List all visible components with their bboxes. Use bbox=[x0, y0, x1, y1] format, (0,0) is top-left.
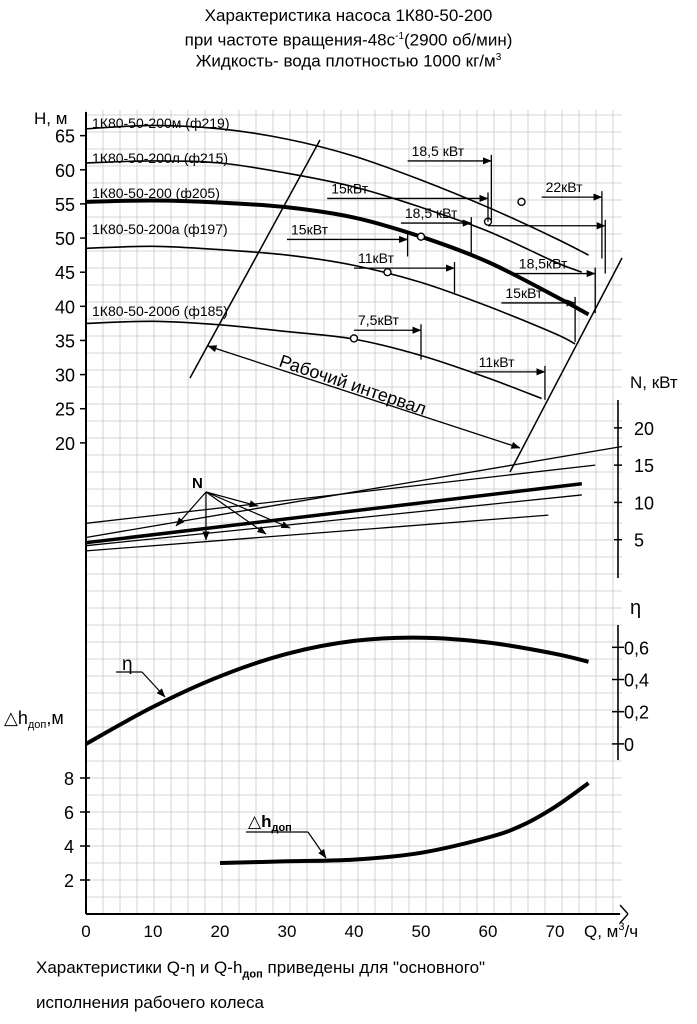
subtitle-speed-rpm: (2900 об/мин) bbox=[404, 30, 513, 50]
head-tick-label: 40 bbox=[55, 297, 75, 317]
head-curve-label: 1К80-50-200 (ф205) bbox=[92, 185, 220, 201]
q-tick-label: 10 bbox=[144, 922, 163, 941]
footnote-line-1: Характеристики Q-η и Q-hдоп приведены дл… bbox=[36, 958, 485, 984]
power-limit-label: 15кВт bbox=[505, 285, 543, 301]
q-tick-label: 40 bbox=[345, 922, 364, 941]
head-tick-label: 20 bbox=[55, 434, 75, 454]
head-point-marker bbox=[349, 334, 359, 343]
head-axis-label: H, м bbox=[34, 109, 67, 128]
q-tick-label: 0 bbox=[81, 922, 90, 941]
q-tick-label: 30 bbox=[278, 922, 297, 941]
power-limit-label: 15кВт bbox=[291, 221, 329, 237]
power-limit-label: 18,5кВт bbox=[519, 256, 568, 272]
power-limit-label: 11кВт bbox=[358, 250, 395, 266]
footnote-text-a: Характеристики Q-η и Q- bbox=[36, 958, 233, 977]
q-axis-label: Q, м3/ч bbox=[584, 921, 638, 941]
power-curve bbox=[85, 494, 582, 547]
q-axis-arrow bbox=[619, 913, 629, 924]
head-curve bbox=[85, 160, 583, 273]
head-point-marker bbox=[416, 232, 426, 241]
efficiency-curve bbox=[85, 635, 589, 746]
npsh-curve bbox=[219, 781, 590, 865]
head-tick-label: 25 bbox=[55, 400, 75, 420]
q-tick-label: 60 bbox=[479, 922, 498, 941]
power-pointer-arrow bbox=[205, 491, 267, 535]
efficiency-tick-label: 0,6 bbox=[624, 638, 649, 658]
power-curve bbox=[85, 464, 596, 524]
power-pointer-arrow bbox=[205, 491, 291, 529]
head-curve-label: 1К80-50-200м (ф219) bbox=[92, 115, 229, 131]
chart-subtitle-fluid: Жидкость- вода плотностью 1000 кг/м3 bbox=[0, 48, 697, 72]
subtitle-fluid-sup: 3 bbox=[495, 52, 502, 63]
power-limit-label: 18,5 кВт bbox=[412, 143, 465, 159]
power-limit-label: 22кВт bbox=[546, 179, 584, 195]
series-layer bbox=[85, 124, 623, 865]
head-curve-label: 1К80-50-200б (ф185) bbox=[92, 303, 228, 319]
efficiency-tick-label: 0,2 bbox=[624, 703, 649, 723]
head-tick-label: 30 bbox=[55, 366, 75, 386]
chart-subtitle-speed: при частоте вращения-48с-1(2900 об/мин) bbox=[0, 27, 697, 51]
footnote-line-2: исполнения рабочего колеса bbox=[36, 993, 264, 1013]
npsh-tick-label: 4 bbox=[64, 837, 74, 857]
npsh-tick-label: 8 bbox=[64, 769, 74, 789]
npsh-tick-label: 2 bbox=[64, 871, 74, 891]
q-tick-label: 70 bbox=[546, 922, 565, 941]
head-tick-label: 55 bbox=[55, 195, 75, 215]
power-limit-label: 18,5 кВт bbox=[405, 205, 458, 221]
power-pointer-arrow bbox=[175, 491, 207, 527]
title-line-1: Характеристика насоса 1К80-50-200 bbox=[204, 6, 493, 25]
subtitle-fluid-text: Жидкость- вода плотностью 1000 кг/м bbox=[195, 51, 496, 71]
power-curve bbox=[85, 445, 623, 539]
npsh-curve-label: △hдоп bbox=[248, 812, 292, 834]
head-tick-label: 35 bbox=[55, 331, 75, 351]
head-curve bbox=[85, 124, 589, 256]
power-limit-label: 11кВт bbox=[479, 354, 516, 370]
efficiency-tick-label: 0,4 bbox=[624, 671, 649, 691]
efficiency-curve-label: η bbox=[122, 654, 133, 675]
subtitle-speed-text: при частоте вращения-48с bbox=[184, 30, 396, 50]
head-curve bbox=[85, 245, 576, 345]
axes bbox=[80, 112, 629, 924]
q-tick-label: 50 bbox=[412, 922, 431, 941]
head-point-marker bbox=[517, 197, 526, 207]
head-point-marker bbox=[383, 267, 392, 277]
efficiency-tick-label: 0 bbox=[624, 735, 634, 755]
head-tick-label: 65 bbox=[55, 127, 75, 147]
npsh-label-pointer bbox=[307, 831, 327, 859]
footnote-sub: доп bbox=[242, 968, 263, 981]
footnote-h: h bbox=[232, 958, 243, 977]
head-curve-label: 1К80-50-200л (ф215) bbox=[92, 150, 228, 166]
head-curve bbox=[85, 198, 590, 317]
power-pointer-arrow bbox=[205, 491, 259, 508]
operating-range-label: Рабочий интервал bbox=[277, 351, 429, 419]
power-tick-label: 10 bbox=[634, 493, 654, 513]
chart-title: Характеристика насоса 1К80-50-200 bbox=[0, 6, 697, 26]
subtitle-speed-sup: -1 bbox=[395, 31, 405, 42]
q-axis-arrow bbox=[619, 904, 629, 915]
head-tick-label: 45 bbox=[55, 263, 75, 283]
power-curve bbox=[85, 482, 583, 545]
operating-range-dimension-arrow bbox=[207, 345, 521, 449]
power-series-label: N bbox=[192, 475, 203, 492]
operating-range-left-boundary bbox=[189, 139, 321, 379]
head-tick-label: 50 bbox=[55, 229, 75, 249]
footnote-text-2: исполнения рабочего колеса bbox=[36, 993, 264, 1012]
power-axis-label: N, кВт bbox=[630, 373, 678, 392]
npsh-tick-label: 6 bbox=[64, 803, 74, 823]
head-curve-label: 1К80-50-200а (ф197) bbox=[92, 221, 228, 237]
efficiency-axis-label: η bbox=[630, 597, 641, 619]
q-tick-label: 20 bbox=[211, 922, 230, 941]
npsh-axis-label: △hдоп,м bbox=[4, 708, 64, 731]
operating-range-right-boundary bbox=[509, 257, 623, 473]
power-tick-label: 5 bbox=[634, 531, 644, 551]
power-limit-label: 7,5кВт bbox=[358, 312, 399, 328]
footnote-text-b: приведены для "основного" bbox=[262, 958, 486, 977]
head-tick-label: 60 bbox=[55, 161, 75, 181]
power-tick-label: 15 bbox=[634, 456, 654, 476]
power-limit-label: 15кВт bbox=[331, 180, 369, 196]
power-tick-label: 20 bbox=[634, 419, 654, 439]
power-curve bbox=[85, 514, 549, 552]
efficiency-label-pointer bbox=[141, 671, 166, 698]
